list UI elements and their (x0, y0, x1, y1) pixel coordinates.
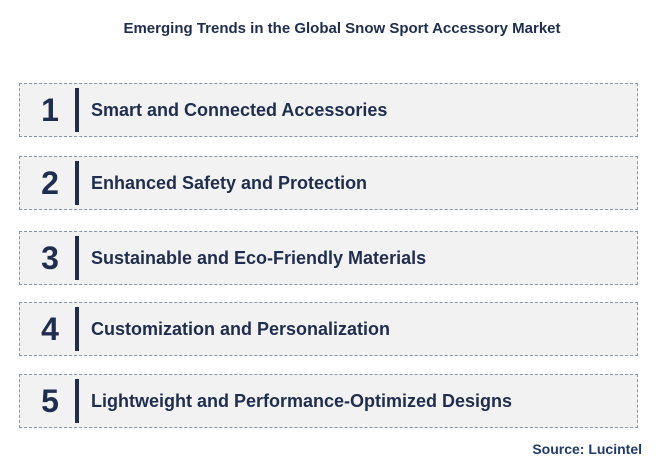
trend-row-3: 3 Sustainable and Eco-Friendly Materials (19, 231, 638, 285)
trend-number: 1 (41, 91, 59, 128)
trend-number: 2 (41, 164, 59, 201)
trend-row-5: 5 Lightweight and Performance-Optimized … (19, 374, 638, 428)
divider-bar (75, 236, 79, 280)
trend-number: 4 (41, 310, 59, 347)
divider-bar (75, 88, 79, 132)
divider-bar (75, 379, 79, 423)
trend-label: Sustainable and Eco-Friendly Materials (91, 247, 427, 268)
diagram-title: Emerging Trends in the Global Snow Sport… (123, 20, 561, 37)
trend-row-4: 4 Customization and Personalization (19, 302, 638, 356)
trend-label: Lightweight and Performance-Optimized De… (91, 390, 513, 411)
trend-row-1: 1 Smart and Connected Accessories (19, 83, 638, 137)
divider-bar (75, 307, 79, 351)
trend-number: 3 (41, 239, 59, 276)
trend-label: Customization and Personalization (91, 318, 391, 339)
trend-label: Smart and Connected Accessories (91, 99, 388, 120)
trend-number: 5 (41, 382, 59, 419)
divider-bar (75, 161, 79, 205)
trend-label: Enhanced Safety and Protection (91, 172, 368, 193)
source-credit: Source: Lucintel (532, 441, 642, 457)
trend-row-2: 2 Enhanced Safety and Protection (19, 156, 638, 210)
